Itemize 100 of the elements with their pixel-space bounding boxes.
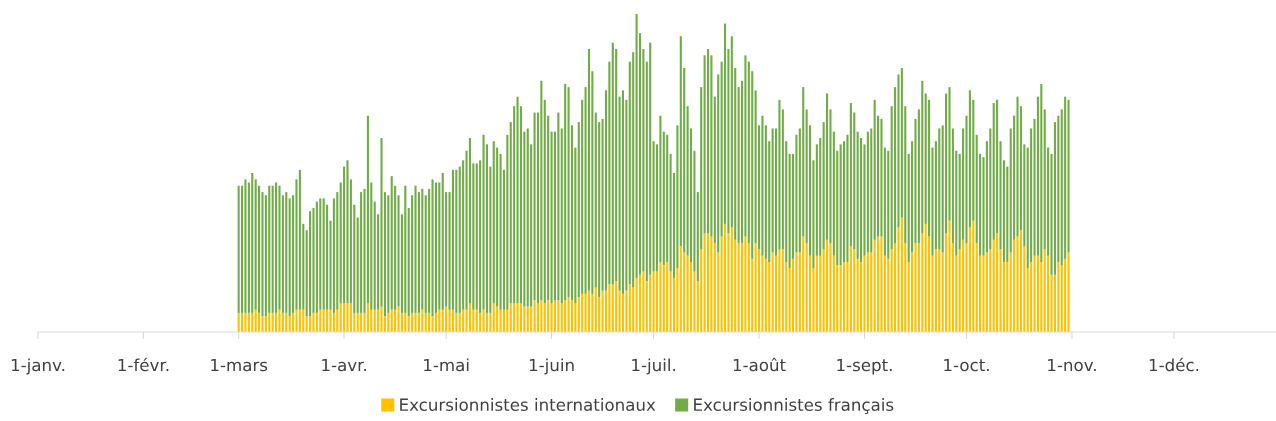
bar — [601, 290, 604, 332]
bar — [778, 249, 781, 332]
bar — [948, 220, 951, 332]
bar — [492, 141, 495, 304]
bar — [431, 179, 434, 317]
bar — [547, 300, 550, 332]
bar — [506, 134, 509, 310]
bar — [768, 262, 771, 332]
x-tick-label: 1-févr. — [118, 357, 169, 372]
bar — [315, 312, 318, 332]
bar — [332, 312, 335, 332]
bar — [271, 312, 274, 332]
bar — [315, 201, 318, 313]
bar — [441, 173, 444, 310]
bar — [805, 242, 808, 332]
bar — [723, 223, 727, 332]
x-tick-label: 1-nov. — [1048, 358, 1096, 372]
bar — [254, 179, 257, 310]
bar — [526, 128, 529, 307]
bar — [635, 277, 638, 332]
bar — [550, 303, 553, 332]
bar — [1043, 249, 1046, 332]
bar — [703, 233, 706, 332]
bar — [618, 290, 621, 332]
bar — [621, 293, 625, 332]
bar — [570, 300, 574, 332]
bar — [553, 300, 557, 332]
x-tick-label: 1-janv. — [11, 358, 65, 375]
bar — [635, 14, 638, 278]
bar — [587, 48, 591, 291]
bar — [764, 125, 767, 259]
bar — [285, 192, 288, 313]
bar — [543, 99, 546, 304]
bar — [275, 182, 278, 313]
bar — [754, 242, 757, 332]
x-tick-label: 1-avr. — [322, 358, 366, 372]
bar — [298, 169, 301, 310]
bar — [278, 309, 281, 332]
bar — [628, 284, 631, 332]
bar — [373, 201, 376, 310]
bar — [455, 169, 458, 313]
bar — [360, 312, 363, 332]
bar — [360, 192, 363, 313]
bar — [387, 195, 390, 313]
bar — [826, 239, 829, 332]
bar — [247, 312, 250, 332]
bar — [686, 255, 689, 332]
bar — [434, 182, 437, 313]
bar — [880, 236, 883, 332]
bar — [1040, 83, 1043, 263]
bar — [438, 182, 441, 310]
bar — [581, 99, 584, 294]
bar — [615, 281, 618, 332]
bar — [771, 128, 774, 253]
bar — [870, 128, 873, 253]
bar — [356, 312, 359, 332]
bar — [649, 274, 652, 332]
bar — [611, 284, 614, 332]
bar — [1013, 239, 1016, 332]
bar — [1016, 96, 1019, 237]
bar — [815, 255, 818, 332]
bar — [258, 312, 261, 332]
bar — [237, 312, 240, 332]
bar — [343, 303, 346, 332]
bar — [1036, 255, 1039, 332]
bar — [781, 249, 784, 332]
bar — [669, 271, 672, 332]
bar — [625, 290, 628, 332]
bar — [608, 284, 611, 332]
bar — [336, 192, 339, 310]
bar — [241, 312, 244, 332]
bar — [434, 312, 437, 332]
bar — [564, 83, 567, 301]
bar — [717, 74, 720, 253]
bar — [516, 303, 519, 332]
bar — [288, 198, 291, 317]
bar — [839, 144, 842, 266]
x-tick-label: 1-juin — [529, 358, 574, 375]
bar — [873, 239, 876, 332]
bar — [516, 96, 519, 304]
bar — [747, 242, 750, 332]
bar — [581, 293, 584, 332]
bar — [652, 141, 655, 272]
bar — [346, 303, 349, 332]
bar — [706, 233, 710, 332]
bar — [863, 255, 866, 332]
bar — [577, 297, 580, 332]
bar — [414, 185, 417, 313]
bar — [557, 300, 560, 332]
bar — [543, 303, 546, 332]
bar — [666, 134, 669, 263]
bar — [989, 249, 992, 332]
bar — [659, 262, 662, 332]
legend-label: Excursionnistes français — [694, 398, 894, 414]
bar — [853, 249, 856, 332]
bar — [900, 217, 903, 332]
bar — [962, 239, 965, 332]
bar — [414, 312, 417, 332]
bar — [451, 169, 454, 310]
bar — [349, 303, 352, 332]
